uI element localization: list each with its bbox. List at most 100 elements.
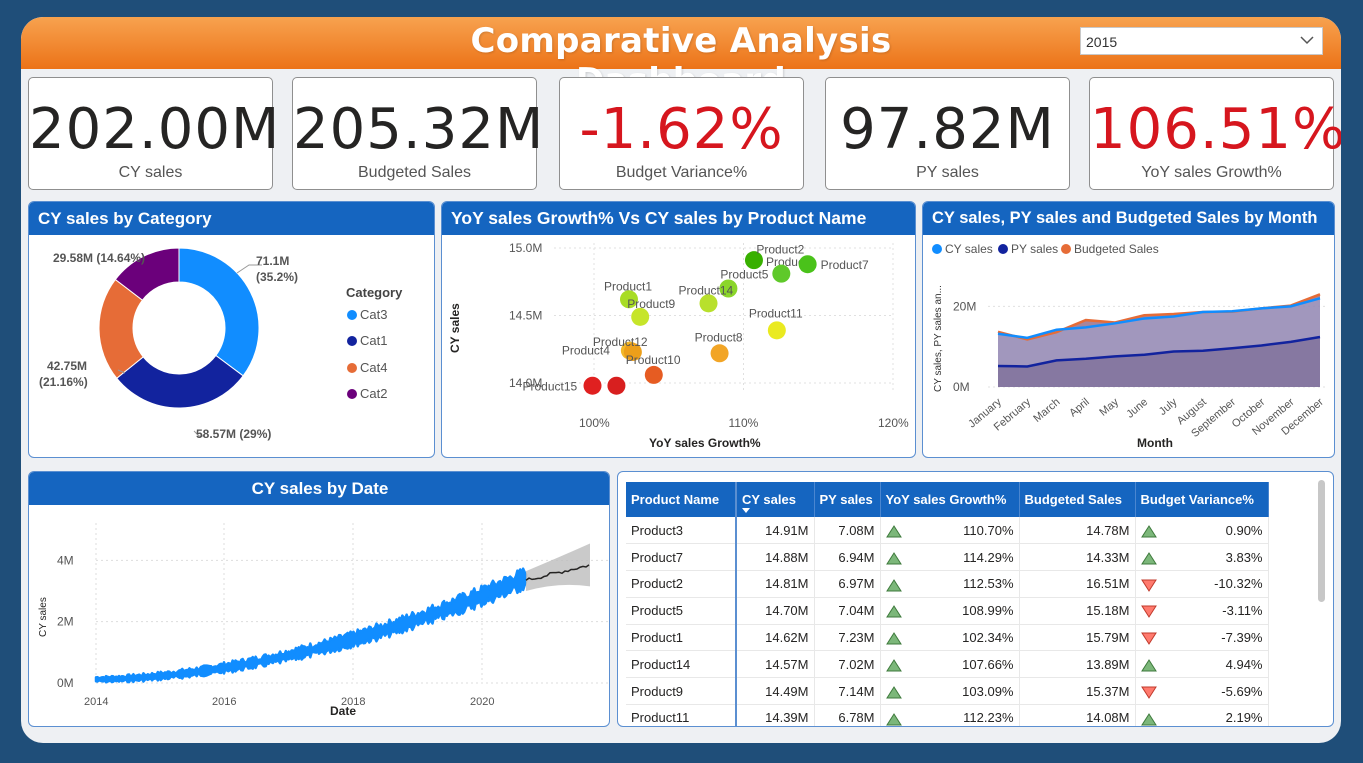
table-row[interactable]: Product1 14.62M 7.23M 102.34% 15.79M -7.… (626, 624, 1269, 652)
kpi-label: PY sales (916, 164, 979, 181)
year-slicer-dropdown[interactable]: 2015 (1080, 27, 1323, 55)
scatter-point-product5[interactable] (719, 279, 738, 298)
column-header-budget-variance[interactable]: Budget Variance% (1135, 482, 1269, 517)
scatter-point-product2[interactable] (772, 264, 791, 283)
trend-up-icon (885, 605, 902, 618)
monthly-chart-panel[interactable]: CY sales, PY sales and Budgeted Sales by… (922, 201, 1335, 458)
donut-label-cat2: 29.58M (14.64%) (53, 251, 145, 265)
cy-sales-series[interactable] (94, 567, 528, 684)
legend-cat3-label: Cat3 (360, 307, 387, 322)
timeseries-x-label: Date (330, 704, 356, 718)
table-row[interactable]: Product3 14.91M 7.08M 110.70% 14.78M 0.9… (626, 517, 1269, 545)
legend-cat2-label: Cat2 (360, 386, 387, 401)
cell-budget-variance: -7.39% (1135, 624, 1269, 652)
column-header-product-name[interactable]: Product Name (626, 482, 737, 517)
donut-label-cat4-pct: (21.16%) (39, 375, 88, 389)
timeseries-x-tick: 2014 (84, 696, 108, 708)
timeseries-x-tick: 2020 (470, 696, 494, 708)
cell-py-sales: 7.14M (814, 677, 881, 706)
table-row[interactable]: Product11 14.39M 6.78M 112.23% 14.08M 2.… (626, 704, 1269, 726)
scatter-point-product16[interactable] (607, 376, 626, 395)
cell-product-name: Product11 (626, 704, 737, 726)
kpi-card-py-sales[interactable]: 97.82M PY sales (825, 77, 1070, 190)
cell-budgeted-sales: 16.51M (1019, 570, 1136, 598)
table-row[interactable]: Product2 14.81M 6.97M 112.53% 16.51M -10… (626, 570, 1269, 598)
donut-legend[interactable]: Cat3 Cat1 Cat4 Cat2 (347, 307, 387, 401)
table-row[interactable]: Product9 14.49M 7.14M 103.09% 15.37M -5.… (626, 677, 1269, 706)
legend-cat3-marker (347, 310, 357, 320)
table-row[interactable]: Product5 14.70M 7.04M 108.99% 15.18M -3.… (626, 597, 1269, 625)
column-header-budgeted-sales[interactable]: Budgeted Sales (1019, 482, 1136, 517)
scatter-point-label: Product2 (756, 243, 804, 257)
table-scrollbar[interactable] (1318, 480, 1325, 602)
scatter-point-product10[interactable] (644, 365, 663, 384)
cell-yoy-value: 107.66% (962, 656, 1014, 672)
scatter-x-tick: 110% (729, 416, 759, 430)
scatter-point-product1[interactable] (619, 290, 638, 309)
scatter-point-label: Product9 (627, 297, 675, 311)
kpi-card-budgeted-sales[interactable]: 205.32M Budgeted Sales (292, 77, 543, 190)
cell-budgeted-sales: 15.18M (1019, 597, 1136, 625)
cell-budgeted-sales: 14.08M (1019, 704, 1136, 726)
cell-yoy-value: 110.70% (963, 522, 1014, 538)
timeseries-y-tick: 0M (57, 676, 74, 690)
forecast-line[interactable] (525, 564, 590, 581)
scatter-point-label: Product12 (593, 335, 648, 349)
monthly-y-tick: 0M (953, 380, 970, 394)
column-header-cy-sales[interactable]: CY sales (735, 482, 815, 517)
monthly-legend[interactable]: CY sales PY sales Budgeted Sales (932, 242, 1159, 256)
header-bar: Comparative Analysis Dashboard 2015 (21, 17, 1341, 101)
trend-up-icon (1140, 658, 1157, 672)
kpi-label: CY sales (118, 164, 183, 181)
donut-legend-title: Category (346, 285, 403, 300)
cy-line[interactable] (997, 297, 1321, 340)
monthly-x-tick: May (1097, 396, 1121, 419)
cell-variance-value: -3.11% (1222, 603, 1263, 619)
cell-variance-value: 0.90% (1225, 522, 1263, 538)
kpi-card-cy-sales[interactable]: 202.00M CY sales (28, 77, 279, 190)
table-row[interactable]: Product14 14.57M 7.02M 107.66% 13.89M 4.… (626, 650, 1269, 679)
year-slicer-value: 2015 (1086, 34, 1118, 50)
scatter-point-product9[interactable] (631, 307, 650, 326)
donut-chart-panel[interactable]: CY sales by Category 71.1M (35.2%) 58.57… (28, 201, 435, 458)
scatter-y-tick: 14.5M (509, 309, 542, 323)
scatter-point-label: Product4 (562, 344, 610, 358)
cell-budgeted-sales: 15.37M (1019, 677, 1136, 706)
donut-slice-cat1[interactable] (116, 354, 244, 409)
cell-cy-sales: 14.70M (736, 597, 815, 625)
trend-up-icon (885, 632, 902, 645)
donut-label-cat3-value: 71.1M (256, 254, 289, 268)
scatter-point-product8[interactable] (710, 344, 729, 363)
cell-budget-variance: 2.19% (1135, 704, 1269, 726)
scatter-point-product7[interactable] (798, 255, 817, 274)
cell-budget-variance: 3.83% (1135, 543, 1269, 572)
kpi-card-yoy-growth[interactable]: 106.51% YoY sales Growth% (1089, 77, 1341, 190)
column-header-py-sales[interactable]: PY sales (814, 482, 881, 517)
product-table-panel[interactable]: Product Name CY sales PY sales YoY sales… (617, 471, 1334, 727)
cell-budget-variance: -3.11% (1135, 597, 1269, 625)
column-header-yoy-growth[interactable]: YoY sales Growth% (880, 482, 1020, 517)
kpi-card-budget-variance[interactable]: -1.62% Budget Variance% (559, 77, 804, 190)
py-line[interactable] (997, 335, 1321, 368)
scatter-point-product11[interactable] (767, 321, 786, 340)
cell-cy-sales: 14.49M (736, 677, 815, 706)
cell-budget-variance: 0.90% (1135, 517, 1269, 545)
scatter-x-label: YoY sales Growth% (649, 436, 761, 450)
monthly-area-chart: CY sales PY sales Budgeted Sales CY sale… (932, 242, 1326, 450)
donut-slice-cat2[interactable] (114, 247, 180, 301)
scatter-point-product3[interactable] (744, 251, 763, 270)
cell-variance-value: -5.69% (1221, 683, 1263, 699)
product-table: Product Name CY sales PY sales YoY sales… (626, 482, 1269, 726)
monthly-x-label: Month (1137, 436, 1173, 450)
legend-budget-label: Budgeted Sales (1074, 242, 1159, 256)
scatter-chart-panel[interactable]: YoY sales Growth% Vs CY sales by Product… (441, 201, 916, 458)
legend-cat1-label: Cat1 (360, 333, 387, 348)
scatter-point-product15[interactable] (583, 376, 602, 395)
cell-py-sales: 7.04M (814, 597, 881, 625)
cell-cy-sales: 14.62M (736, 624, 815, 652)
scatter-point-product12[interactable] (623, 342, 642, 361)
donut-slice-cat3[interactable] (178, 247, 260, 377)
table-row[interactable]: Product7 14.88M 6.94M 114.29% 14.33M 3.8… (626, 543, 1269, 572)
timeseries-chart-panel[interactable]: CY sales by Date 4M 2M 0M 2014 2016 2018 2020 … (28, 471, 610, 727)
scatter-point-product14[interactable] (699, 294, 718, 313)
